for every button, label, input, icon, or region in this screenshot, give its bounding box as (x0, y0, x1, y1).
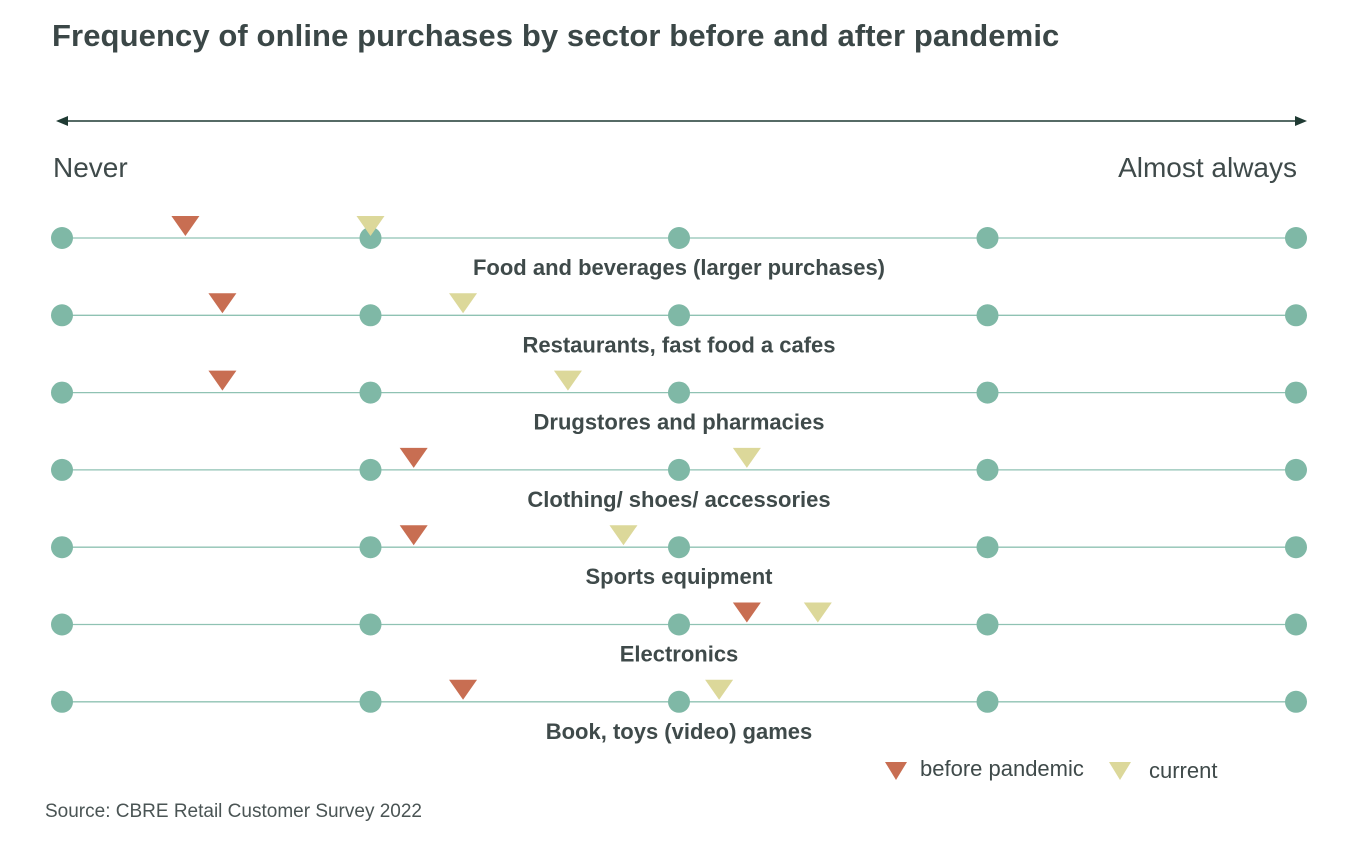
scale-dot (359, 381, 382, 404)
scale-dot (1285, 690, 1307, 713)
sector-row: Electronics (51, 602, 1307, 667)
scale-dot (51, 690, 73, 713)
before-pandemic-marker (449, 679, 478, 700)
before-pandemic-marker (171, 216, 200, 236)
current-marker (609, 525, 638, 546)
frequency-axis: Never Almost always (53, 116, 1307, 183)
scale-dot (1285, 458, 1307, 481)
axis-right-label: Almost always (1118, 152, 1297, 183)
scale-dot (976, 613, 999, 636)
current-marker (732, 447, 761, 468)
sector-label: Electronics (620, 642, 739, 667)
scale-dot (976, 458, 999, 481)
sector-label: Clothing/ shoes/ accessories (527, 487, 830, 512)
axis-left-arrowhead (56, 116, 68, 126)
chart-rows: Food and beverages (larger purchases) Res… (51, 216, 1307, 744)
before-pandemic-marker (208, 370, 237, 391)
scale-dot (1285, 381, 1307, 404)
current-marker (705, 679, 734, 700)
before-pandemic-marker (732, 602, 761, 623)
sector-label: Drugstores and pharmacies (534, 410, 825, 435)
legend-current-label: current (1149, 758, 1217, 783)
scale-dot (1285, 227, 1307, 249)
scale-dot (359, 613, 382, 636)
scale-dot (976, 690, 999, 713)
scale-dot (359, 536, 382, 559)
sector-row: Book, toys (video) games (51, 679, 1307, 744)
scale-dot (668, 227, 690, 249)
scale-dot (668, 613, 690, 636)
before-pandemic-marker (399, 525, 428, 546)
sector-label: Sports equipment (585, 564, 773, 589)
sector-row: Restaurants, fast food a cafes (51, 293, 1307, 357)
before-pandemic-marker (399, 447, 428, 468)
sector-row: Sports equipment (51, 525, 1307, 589)
sector-label: Food and beverages (larger purchases) (473, 255, 885, 280)
scale-dot (1285, 304, 1307, 327)
sector-label: Book, toys (video) games (546, 719, 813, 744)
chart-title: Frequency of online purchases by sector … (52, 18, 1060, 53)
scale-dot (976, 304, 999, 327)
current-marker (449, 293, 478, 314)
before-pandemic-marker (208, 293, 237, 314)
current-marker (553, 370, 582, 391)
chart-legend: before pandemic current (885, 756, 1217, 783)
legend-current-marker (1109, 762, 1131, 780)
scale-dot (359, 227, 382, 249)
scale-dot (668, 381, 690, 404)
scale-dot (668, 458, 690, 481)
scale-dot (51, 536, 73, 559)
sector-row: Food and beverages (larger purchases) (51, 216, 1307, 280)
legend-before-label: before pandemic (920, 756, 1084, 781)
scale-dot (668, 304, 690, 327)
legend-before-marker (885, 762, 907, 780)
scale-dot (668, 690, 690, 713)
scale-dot (359, 690, 382, 713)
axis-left-label: Never (53, 152, 128, 183)
scale-dot (51, 227, 73, 249)
current-marker (356, 216, 385, 236)
scale-dot (976, 381, 999, 404)
sector-row: Drugstores and pharmacies (51, 370, 1307, 435)
scale-dot (668, 536, 690, 559)
sector-row: Clothing/ shoes/ accessories (51, 447, 1307, 512)
scale-dot (359, 304, 382, 327)
scale-dot (1285, 536, 1307, 559)
axis-right-arrowhead (1295, 116, 1307, 126)
source-note: Source: CBRE Retail Customer Survey 2022 (45, 801, 422, 822)
scale-dot (976, 536, 999, 559)
current-marker (803, 602, 832, 623)
sector-label: Restaurants, fast food a cafes (523, 332, 836, 357)
scale-dot (51, 381, 73, 404)
scale-dot (51, 304, 73, 327)
scale-dot (976, 227, 999, 249)
scale-dot (51, 458, 73, 481)
scale-dot (51, 613, 73, 636)
scale-dot (359, 458, 382, 481)
scale-dot (1285, 613, 1307, 636)
